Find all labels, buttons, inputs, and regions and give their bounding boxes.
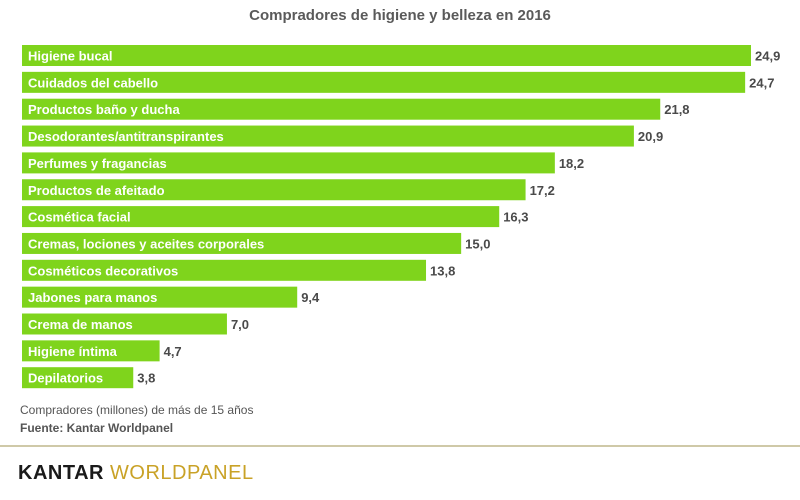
value-label-8: 13,8 <box>430 263 455 278</box>
value-label-3: 20,9 <box>638 129 663 144</box>
value-label-11: 4,7 <box>164 344 182 359</box>
bar-8 <box>22 259 427 281</box>
chart-title: Compradores de higiene y belleza en 2016 <box>249 7 551 24</box>
bar-1 <box>22 71 746 93</box>
logo-worldpanel: WORLDPANEL <box>110 462 254 484</box>
value-label-1: 24,7 <box>749 75 774 90</box>
bar-11 <box>22 340 160 362</box>
value-label-6: 16,3 <box>503 210 528 225</box>
units-note: Compradores (millones) de más de 15 años <box>20 403 254 417</box>
source-credit: Fuente: Kantar Worldpanel <box>20 421 174 435</box>
value-label-4: 18,2 <box>559 156 584 171</box>
category-label-4: Perfumes y fragancias <box>28 156 167 171</box>
category-label-11: Higiene íntima <box>28 344 118 359</box>
bar-12 <box>22 367 134 389</box>
value-label-0: 24,9 <box>755 49 780 64</box>
category-label-12: Depilatorios <box>28 371 103 386</box>
bar-4 <box>22 152 555 174</box>
category-label-10: Crema de manos <box>28 317 133 332</box>
value-label-7: 15,0 <box>465 236 490 251</box>
category-label-0: Higiene bucal <box>28 49 113 64</box>
category-label-2: Productos baño y ducha <box>28 102 180 117</box>
value-label-5: 17,2 <box>530 183 555 198</box>
value-label-12: 3,8 <box>137 371 155 386</box>
category-label-1: Cuidados del cabello <box>28 75 158 90</box>
value-label-9: 9,4 <box>301 290 320 305</box>
category-label-7: Cremas, lociones y aceites corporales <box>28 236 264 251</box>
bar-7 <box>22 232 462 254</box>
bar-10 <box>22 313 227 335</box>
category-label-9: Jabones para manos <box>28 290 157 305</box>
kantar-worldpanel-logo: KANTAR WORLDPANEL <box>18 463 254 483</box>
bar-6 <box>22 206 500 228</box>
bar-3 <box>22 125 634 147</box>
bar-2 <box>22 98 661 120</box>
category-label-8: Cosméticos decorativos <box>28 263 178 278</box>
bar-5 <box>22 179 526 201</box>
bar-0 <box>22 45 751 66</box>
bar-9 <box>22 286 298 308</box>
bar-chart: Higiene bucal 24,9 Cuidados del cabello 24,… <box>22 45 780 389</box>
value-label-10: 7,0 <box>231 317 249 332</box>
value-label-2: 21,8 <box>664 102 689 117</box>
footer-divider <box>0 445 800 447</box>
logo-kantar: KANTAR <box>18 462 111 484</box>
category-label-6: Cosmética facial <box>28 210 131 225</box>
category-label-3: Desodorantes/antitranspirantes <box>28 129 224 144</box>
category-label-5: Productos de afeitado <box>28 183 165 198</box>
